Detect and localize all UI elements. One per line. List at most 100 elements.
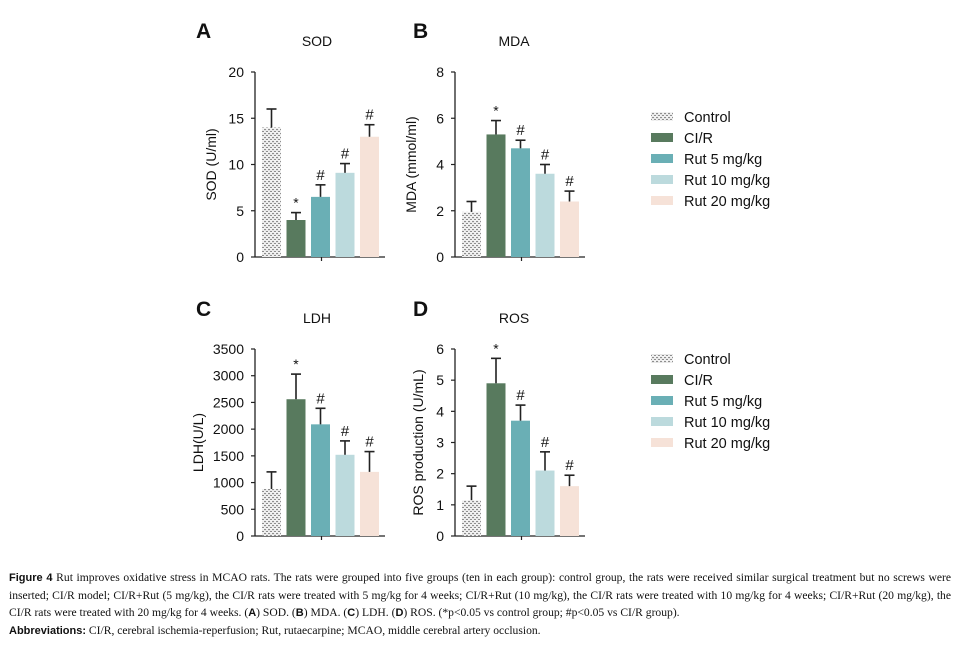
legend-1: Control CI/R Rut 5 mg/kg Rut 10 mg/kg Rut 20…	[651, 110, 770, 210]
significance-marker: #	[541, 434, 550, 451]
significance-marker: #	[565, 457, 574, 474]
y-tick-label: 1000	[213, 475, 244, 491]
y-tick-label: 6	[436, 341, 444, 357]
significance-marker: *	[293, 356, 299, 372]
caption-ref-a: A	[248, 607, 257, 619]
legend-swatch	[651, 175, 673, 184]
panel-letter: A	[196, 20, 211, 43]
significance-marker: #	[365, 107, 374, 124]
significance-marker: *	[493, 103, 499, 119]
y-tick-label: 20	[228, 64, 244, 80]
bar-rut-5-mg-kg	[511, 420, 530, 536]
bar-rut-10-mg-kg	[335, 454, 355, 536]
legend-swatch	[651, 196, 673, 205]
y-tick-label: 3	[436, 435, 444, 451]
panel-letter: B	[413, 20, 428, 43]
caption-main: Figure 4 Rut improves oxidative stress i…	[9, 569, 951, 622]
y-tick-label: 3000	[213, 368, 244, 384]
y-tick-label: 2	[436, 203, 444, 219]
y-tick-label: 2	[436, 466, 444, 482]
legend-swatch	[651, 396, 673, 405]
legend-swatch	[651, 417, 673, 426]
bar-ci-r	[286, 220, 306, 257]
chart-title: MDA	[498, 33, 530, 49]
y-tick-label: 4	[436, 403, 444, 419]
significance-marker: *	[493, 340, 499, 356]
bar-rut-10-mg-kg	[535, 173, 555, 257]
figure-label: Figure 4	[9, 572, 53, 584]
legend-label: CI/R	[684, 373, 713, 389]
y-tick-label: 15	[228, 110, 244, 126]
significance-marker: #	[341, 423, 350, 440]
significance-marker: #	[316, 167, 325, 184]
abbreviations-label: Abbreviations:	[9, 625, 87, 637]
y-tick-label: 6	[436, 110, 444, 126]
y-axis-label: LDH(U/L)	[190, 413, 206, 472]
y-tick-label: 5	[436, 372, 444, 388]
caption-text-a: ) SOD. (	[256, 606, 296, 619]
significance-marker: *	[293, 195, 299, 211]
bar-rut-5-mg-kg	[311, 424, 330, 536]
bar-rut-20-mg-kg	[560, 486, 579, 536]
y-tick-label: 4	[436, 157, 444, 173]
chart-panel-b: B MDA 0 2 4 6 8 MDA (mmol/ml) * # # #	[403, 20, 585, 265]
bar-rut-5-mg-kg	[511, 148, 530, 257]
bar-rut-20-mg-kg	[360, 136, 379, 257]
y-tick-label: 1500	[213, 448, 244, 464]
bar-control	[462, 500, 481, 536]
bar-control	[462, 211, 481, 257]
y-tick-label: 0	[436, 249, 444, 265]
bar-rut-10-mg-kg	[335, 172, 355, 257]
legend-swatch	[651, 438, 673, 447]
bar-rut-20-mg-kg	[360, 471, 379, 536]
y-tick-label: 500	[221, 501, 245, 517]
chart-panel-c: C LDH 0 500 1000 1500 2000 2500 3000 3500 LDH(U/L)…	[190, 298, 385, 544]
y-tick-label: 5	[236, 203, 244, 219]
chart-panel-a: A SOD 0 5 10 15 20 SOD (U/ml) * # # #	[196, 20, 385, 265]
y-axis-label: ROS production (U/mL)	[410, 369, 426, 515]
significance-marker: #	[541, 147, 550, 164]
y-tick-label: 0	[236, 528, 244, 544]
caption-text-c: ) LDH. (	[355, 606, 396, 619]
y-tick-label: 3500	[213, 341, 244, 357]
chart-title: ROS	[499, 310, 529, 326]
caption-text-d: ) ROS. (*p<0.05 vs control group; #p<0.0…	[403, 606, 680, 619]
legend-label: CI/R	[684, 131, 713, 147]
bar-ci-r	[486, 383, 506, 536]
chart-panel-d: D ROS 0 1 2 3 4 5 6 ROS production (U/mL) * # # #	[410, 298, 585, 544]
panel-letter: D	[413, 298, 428, 321]
significance-marker: #	[565, 173, 574, 190]
legend-label: Control	[684, 110, 731, 126]
legend-swatch	[651, 112, 673, 121]
y-tick-label: 10	[228, 157, 244, 173]
significance-marker: #	[341, 146, 350, 163]
bar-rut-10-mg-kg	[535, 470, 555, 536]
legend-label: Rut 5 mg/kg	[684, 394, 762, 410]
bar-control	[262, 488, 281, 536]
bar-ci-r	[286, 399, 306, 536]
significance-marker: #	[516, 387, 525, 404]
caption-ref-d: D	[395, 607, 404, 619]
y-tick-label: 2000	[213, 421, 244, 437]
legend-label: Rut 10 mg/kg	[684, 173, 770, 189]
legend-label: Rut 5 mg/kg	[684, 152, 762, 168]
abbreviations-text: CI/R, cerebral ischemia-reperfusion; Rut…	[86, 624, 541, 637]
y-axis-label: MDA (mmol/ml)	[403, 116, 419, 212]
significance-marker: #	[365, 434, 374, 451]
legend-swatch	[651, 354, 673, 363]
caption-ref-c: C	[347, 607, 356, 619]
figure-caption: Figure 4 Rut improves oxidative stress i…	[9, 569, 951, 640]
chart-title: SOD	[302, 33, 332, 49]
panel-letter: C	[196, 298, 211, 321]
y-tick-label: 2500	[213, 394, 244, 410]
legend-swatch	[651, 375, 673, 384]
bar-control	[262, 127, 281, 257]
y-tick-label: 8	[436, 64, 444, 80]
bar-rut-20-mg-kg	[560, 201, 579, 257]
legend-label: Rut 20 mg/kg	[684, 436, 770, 452]
caption-abbreviations: Abbreviations: CI/R, cerebral ischemia-r…	[9, 622, 951, 640]
caption-text: Rut improves oxidative stress in MCAO ra…	[9, 571, 951, 619]
legend-label: Rut 20 mg/kg	[684, 194, 770, 210]
significance-marker: #	[516, 122, 525, 139]
